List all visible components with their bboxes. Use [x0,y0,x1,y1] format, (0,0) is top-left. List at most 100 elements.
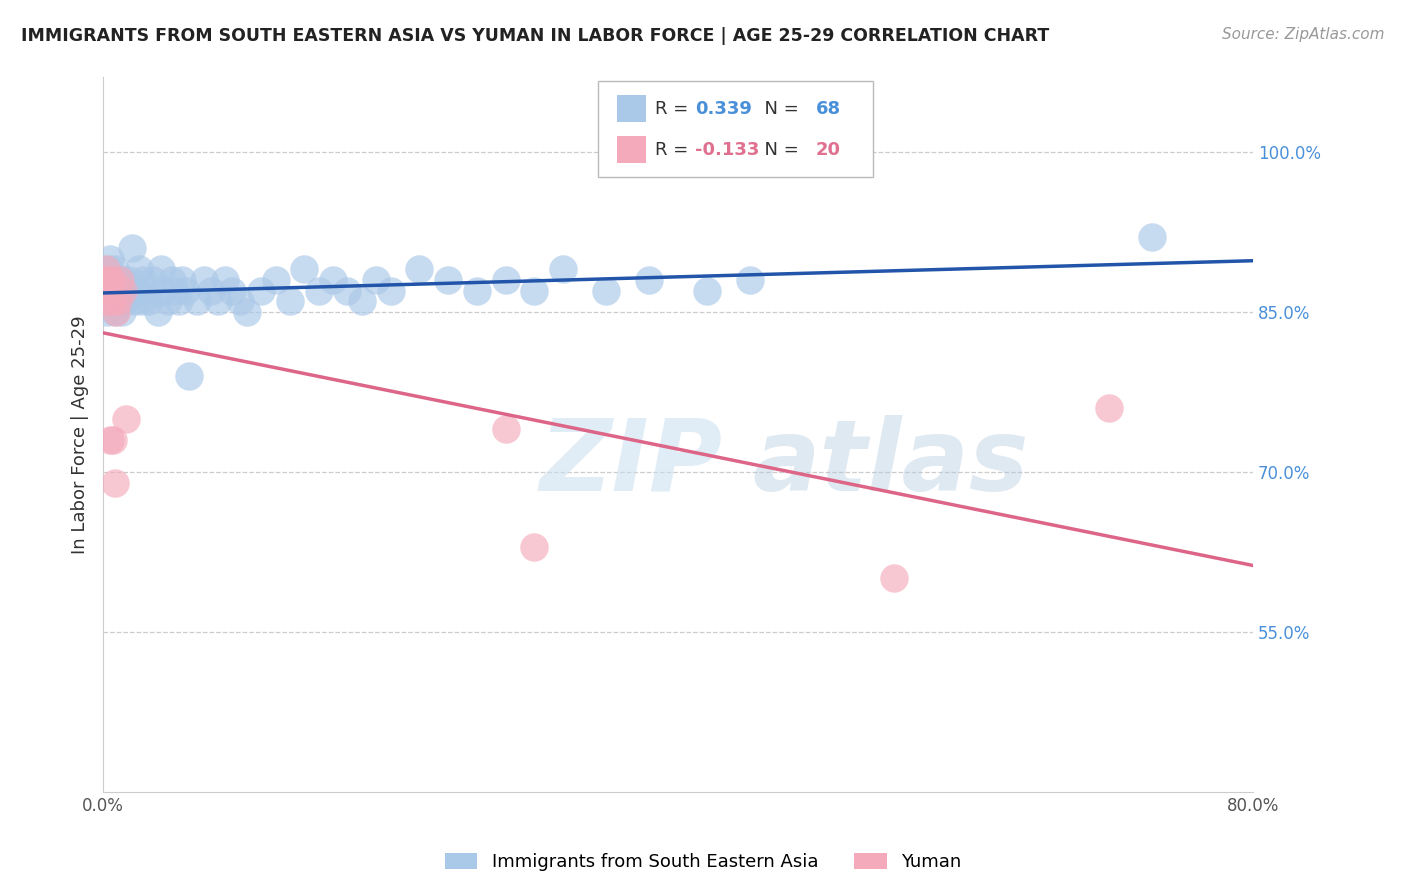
Point [124,294,146,309]
Point [96,273,118,287]
Point [163,284,186,298]
Text: 68: 68 [815,100,841,118]
Point [111,305,134,319]
Point [103,273,125,287]
Point [135,284,157,298]
Point [100,294,122,309]
Point [236,305,259,319]
Point [94,262,117,277]
Text: R =: R = [655,141,695,159]
Point [883,572,905,586]
Point [350,294,373,309]
Point [1142,230,1164,244]
Point [105,294,128,309]
Point [96,305,118,319]
Point [104,305,127,319]
Text: ZIP: ZIP [540,415,723,512]
Point [94,284,117,298]
Point [115,284,138,298]
Point [292,262,315,277]
Point [169,294,191,309]
Point [179,368,201,383]
Point [98,294,121,309]
Point [1098,401,1121,415]
Point [523,284,546,298]
Point [152,284,174,298]
Point [110,273,132,287]
Point [142,273,165,287]
Point [97,262,120,277]
Point [114,294,136,309]
Point [121,241,143,255]
Point [149,262,172,277]
Text: 0.339: 0.339 [695,100,752,118]
Point [207,294,229,309]
Point [278,294,301,309]
FancyBboxPatch shape [598,81,873,178]
Point [221,284,243,298]
Point [214,273,236,287]
Point [110,284,132,298]
Point [118,273,141,287]
Point [128,262,150,277]
Point [228,294,250,309]
Point [465,284,488,298]
Point [97,273,120,287]
Text: atlas: atlas [752,415,1029,512]
Point [696,284,718,298]
Point [93,273,115,287]
Point [308,284,330,298]
Point [738,273,761,287]
Bar [617,136,645,163]
Point [103,433,125,447]
Point [96,294,118,309]
Point [176,284,198,298]
Text: N =: N = [752,141,804,159]
Point [105,305,128,319]
Point [250,284,273,298]
Point [125,284,148,298]
Point [100,284,122,298]
Point [523,540,546,554]
Text: IMMIGRANTS FROM SOUTH EASTERN ASIA VS YUMAN IN LABOR FORCE | AGE 25-29 CORRELATI: IMMIGRANTS FROM SOUTH EASTERN ASIA VS YU… [21,27,1049,45]
Point [107,294,129,309]
Point [100,273,122,287]
Point [131,294,153,309]
Point [495,273,517,287]
Point [108,294,131,309]
Point [107,273,129,287]
Point [366,273,388,287]
Legend: Immigrants from South Eastern Asia, Yuman: Immigrants from South Eastern Asia, Yuma… [437,846,969,879]
Point [156,294,179,309]
Text: 20: 20 [815,141,841,159]
Point [104,262,127,277]
Point [200,284,222,298]
Point [96,284,118,298]
Point [146,305,169,319]
Point [104,475,127,490]
Text: Source: ZipAtlas.com: Source: ZipAtlas.com [1222,27,1385,42]
Point [98,433,121,447]
Point [322,273,344,287]
Point [408,262,430,277]
Point [264,273,287,287]
Point [595,284,617,298]
Y-axis label: In Labor Force | Age 25-29: In Labor Force | Age 25-29 [72,315,89,554]
Point [380,284,402,298]
Point [98,252,121,266]
Point [437,273,460,287]
Point [638,273,661,287]
Point [138,294,160,309]
Bar [617,95,645,122]
Point [172,273,194,287]
Point [112,273,135,287]
Point [115,411,138,425]
Text: R =: R = [655,100,695,118]
Point [112,284,135,298]
Point [551,262,574,277]
Point [186,294,208,309]
Text: N =: N = [752,100,804,118]
Point [94,284,117,298]
Point [336,284,359,298]
Point [132,273,155,287]
